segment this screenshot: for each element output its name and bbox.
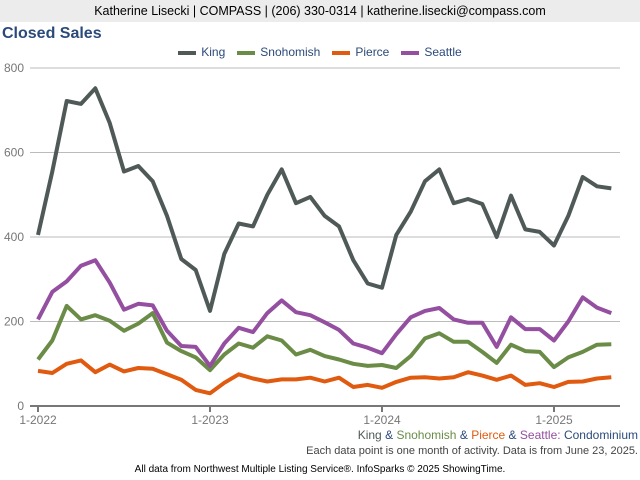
- legend-swatch: [178, 50, 197, 55]
- y-tick-label: 0: [17, 399, 24, 413]
- legend-swatch: [332, 50, 351, 55]
- legend-item-pierce[interactable]: Pierce: [332, 45, 389, 59]
- legend-label: Pierce: [355, 45, 390, 59]
- x-tick-label: 1-2023: [191, 413, 229, 427]
- sub-amp: &: [385, 428, 394, 442]
- y-tick-label: 400: [4, 230, 24, 244]
- sub-amp: &: [459, 428, 468, 442]
- chart-subtitle: King & Snohomish & Pierce & Seattle: Con…: [358, 428, 638, 442]
- legend-swatch: [237, 50, 256, 55]
- x-tick-label: 1-2024: [363, 413, 401, 427]
- data-note: Each data point is one month of activity…: [306, 445, 638, 457]
- x-tick-label: 1-2025: [535, 413, 573, 427]
- agent-header: Katherine Lisecki | COMPASS | (206) 330-…: [0, 0, 640, 22]
- sub-seattle: Seattle:: [519, 428, 561, 442]
- line-chart: 0 200 400 600 800 1-2022 1-2023 1-2024 1-2025: [4, 61, 620, 427]
- x-tick-label: 1-2022: [19, 413, 57, 427]
- series-line-pierce: [37, 358, 612, 396]
- sub-king: King: [357, 428, 382, 442]
- sub-pierce: Pierce: [471, 428, 506, 442]
- legend-item-snohomish[interactable]: Snohomish: [237, 45, 320, 59]
- legend-label: King: [201, 45, 226, 59]
- series-line-snohomish: [36, 303, 612, 373]
- legend-item-king[interactable]: King: [178, 45, 225, 59]
- chart-title: Closed Sales: [2, 25, 102, 42]
- y-tick-label: 200: [4, 315, 24, 329]
- legend-label: Snohomish: [260, 45, 321, 59]
- legend: King Snohomish Pierce Seattle: [0, 45, 640, 59]
- sub-snohomish: Snohomish: [396, 428, 457, 442]
- legend-label: Seattle: [424, 45, 462, 59]
- footer: All data from Northwest Multiple Listing…: [134, 464, 506, 475]
- legend-swatch: [401, 50, 420, 55]
- sub-amp: &: [508, 428, 517, 442]
- series-line-king: [36, 86, 612, 313]
- y-tick-label: 600: [4, 146, 24, 160]
- legend-item-seattle[interactable]: Seattle: [401, 45, 462, 59]
- y-tick-label: 800: [4, 61, 24, 75]
- sub-type: Condominium: [563, 428, 638, 442]
